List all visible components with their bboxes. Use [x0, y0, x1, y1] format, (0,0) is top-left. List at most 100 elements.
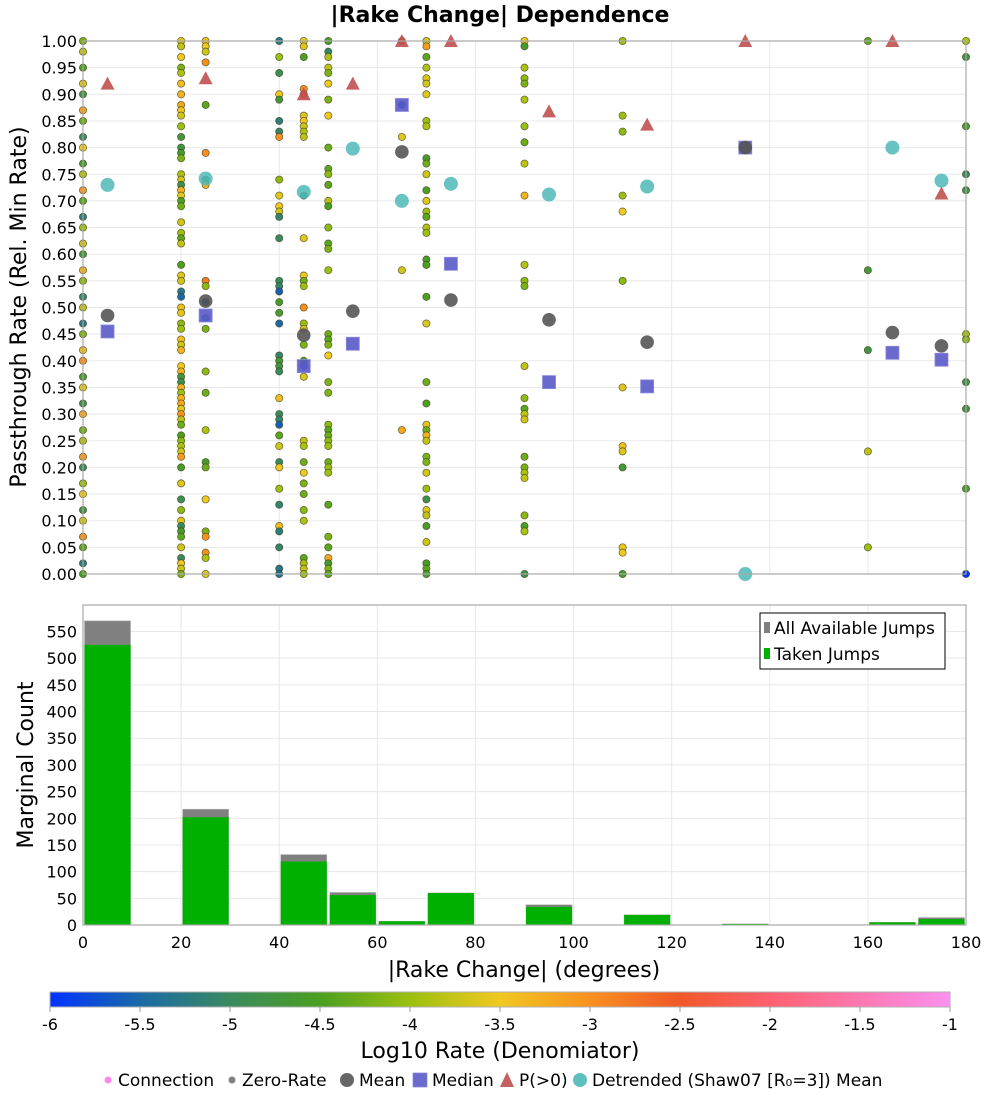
- connection-point: [299, 372, 308, 381]
- detrended-mean-marker: [934, 173, 949, 188]
- median-marker: [444, 256, 458, 271]
- connection-point: [397, 132, 406, 141]
- legend-label: P(>0): [519, 1071, 568, 1091]
- mean-marker: [444, 293, 458, 307]
- detrended-mean-marker: [394, 193, 409, 208]
- connection-point: [275, 527, 284, 536]
- connection-point: [275, 95, 284, 104]
- histogram-y-tick-label: 0: [67, 916, 77, 935]
- connection-point: [201, 388, 210, 397]
- connection-point: [275, 442, 284, 451]
- scatter-y-tick-label: 0.00: [41, 565, 77, 584]
- connection-point: [275, 463, 284, 472]
- connection-point: [520, 122, 529, 131]
- connection-point: [422, 319, 431, 328]
- mean-marker: [100, 308, 115, 323]
- connection-point: [324, 388, 333, 397]
- connection-point: [520, 282, 529, 291]
- connection-point: [324, 143, 333, 152]
- detrended-mean-marker: [443, 176, 458, 191]
- mean-marker: [542, 312, 556, 327]
- connection-point: [324, 532, 333, 541]
- connection-point: [422, 122, 431, 131]
- connection-point: [201, 148, 210, 157]
- x-tick-label: 80: [465, 933, 485, 952]
- histogram-y-label: Marginal Count: [14, 681, 39, 848]
- summary-markers: [100, 34, 949, 581]
- connection-point: [275, 484, 284, 493]
- histogram-y-tick-label: 400: [46, 703, 77, 722]
- connection-point: [520, 452, 529, 461]
- connection-point: [177, 260, 186, 269]
- connection-point: [520, 159, 529, 168]
- connection-point: [177, 239, 186, 248]
- connection-point: [177, 292, 186, 301]
- connection-point: [422, 159, 431, 168]
- scatter-y-tick-label: 0.50: [41, 299, 77, 318]
- legend-label: Mean: [359, 1071, 405, 1091]
- connection-point: [275, 308, 284, 317]
- legend-label: Detrended (Shaw07 [R₀=3]) Mean: [592, 1071, 882, 1091]
- connection-point: [422, 228, 431, 237]
- connection-point: [177, 218, 186, 227]
- legend-label-all: All Available Jumps: [774, 619, 935, 639]
- connection-point: [275, 234, 284, 243]
- histogram-legend: All Available Jumps Taken Jumps: [759, 612, 946, 670]
- connection-point: [863, 266, 872, 275]
- bar-taken: [918, 919, 965, 925]
- connection-point: [520, 362, 529, 371]
- colorbar-label: Log10 Rate (Denomiator): [361, 1039, 640, 1064]
- connection-point: [520, 138, 529, 147]
- connection-point: [177, 111, 186, 120]
- connection-point: [177, 154, 186, 163]
- connection-point: [299, 458, 308, 467]
- connection-point: [177, 90, 186, 99]
- connection-point: [520, 474, 529, 483]
- connection-point: [422, 63, 431, 72]
- connection-point: [863, 447, 872, 456]
- connection-point: [422, 186, 431, 195]
- legend-swatch-taken: [764, 648, 770, 659]
- legend-box: [759, 612, 946, 670]
- detrended-mean-marker: [640, 179, 655, 194]
- connection-point: [324, 468, 333, 477]
- connection-point: [299, 234, 308, 243]
- connection-point: [324, 244, 333, 253]
- connection-point: [618, 191, 627, 200]
- connection-point: [177, 420, 186, 429]
- p-gt0-marker: [640, 117, 655, 131]
- scatter-y-tick-label: 0.60: [41, 245, 77, 264]
- connection-point: [422, 52, 431, 61]
- x-tick-label: 120: [656, 933, 687, 952]
- legend-label: Median: [432, 1071, 494, 1091]
- connection-point: [618, 447, 627, 456]
- colorbar-tick-label: -6: [42, 1015, 58, 1034]
- connection-point: [397, 266, 406, 275]
- p-gt0-marker: [198, 71, 213, 85]
- connection-point: [422, 90, 431, 99]
- connection-point: [324, 500, 333, 509]
- histogram-y-tick-label: 550: [46, 623, 77, 642]
- connection-point: [275, 543, 284, 552]
- legend-swatch-all: [764, 622, 770, 633]
- histogram-bars: [84, 620, 965, 926]
- connection-point: [299, 340, 308, 349]
- median-marker: [934, 352, 949, 367]
- connection-point: [324, 202, 333, 211]
- connection-point: [177, 42, 186, 51]
- scatter-y-tick-label: 0.05: [41, 538, 77, 557]
- p-gt0-marker: [296, 87, 311, 101]
- connection-point: [299, 442, 308, 451]
- connection-point: [275, 500, 284, 509]
- connection-point: [422, 484, 431, 493]
- connection-point: [201, 47, 210, 56]
- legend-icon-0: [104, 1076, 112, 1084]
- connection-point: [201, 495, 210, 504]
- histogram-plot: 0 50 100 150 200 250 300 350 400 450 500 550 0 20 40 6…: [14, 604, 981, 983]
- connection-point: [177, 532, 186, 541]
- connection-point: [324, 68, 333, 77]
- connection-point: [422, 458, 431, 467]
- connection-point: [177, 68, 186, 77]
- colorbar-tick-label: -3: [582, 1015, 598, 1034]
- scatter-y-tick-label: 0.95: [41, 59, 77, 78]
